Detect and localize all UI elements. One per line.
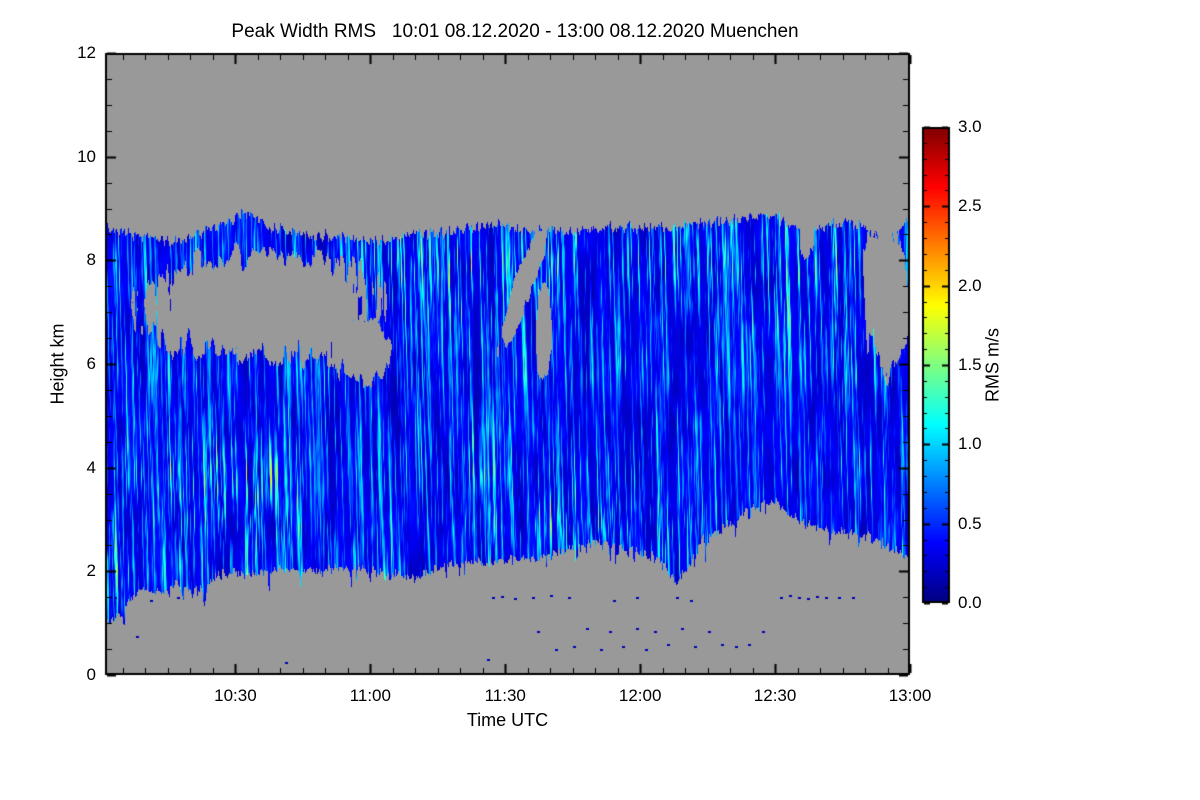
y-tick-label: 8 xyxy=(86,250,96,270)
y-tick-label: 6 xyxy=(86,354,96,373)
colorbar-tick-label: 1.5 xyxy=(958,355,982,374)
x-tick-label: 11:30 xyxy=(484,686,526,705)
colorbar-tick-label: 2.0 xyxy=(958,275,982,295)
y-tick-label: 4 xyxy=(86,457,96,477)
y-tick-label: 12 xyxy=(77,43,96,62)
x-tick-label: 10:30 xyxy=(214,686,257,705)
chart-title: Peak Width RMS 10:01 08.12.2020 - 13:00 … xyxy=(231,21,799,42)
x-tick-label: 13:00 xyxy=(888,686,932,705)
x-axis-label: Time UTC xyxy=(466,710,549,730)
y-tick-label: 0 xyxy=(86,665,96,684)
colorbar-tick-label: 3.0 xyxy=(958,117,982,136)
y-tick-label: 10 xyxy=(77,146,96,166)
colorbar-tick-label: 0.5 xyxy=(958,513,982,533)
colorbar-label: RMS m/s xyxy=(982,328,1003,402)
colorbar-tick-label: 2.5 xyxy=(958,196,982,216)
x-tick-label: 12:30 xyxy=(753,686,797,705)
y-tick-label: 2 xyxy=(86,561,96,581)
colorbar-tick-label: 0.0 xyxy=(958,593,982,612)
colorbar-tick-label: 1.0 xyxy=(958,434,982,454)
x-tick-label: 11:00 xyxy=(349,686,391,705)
x-tick-label: 12:00 xyxy=(618,686,662,705)
